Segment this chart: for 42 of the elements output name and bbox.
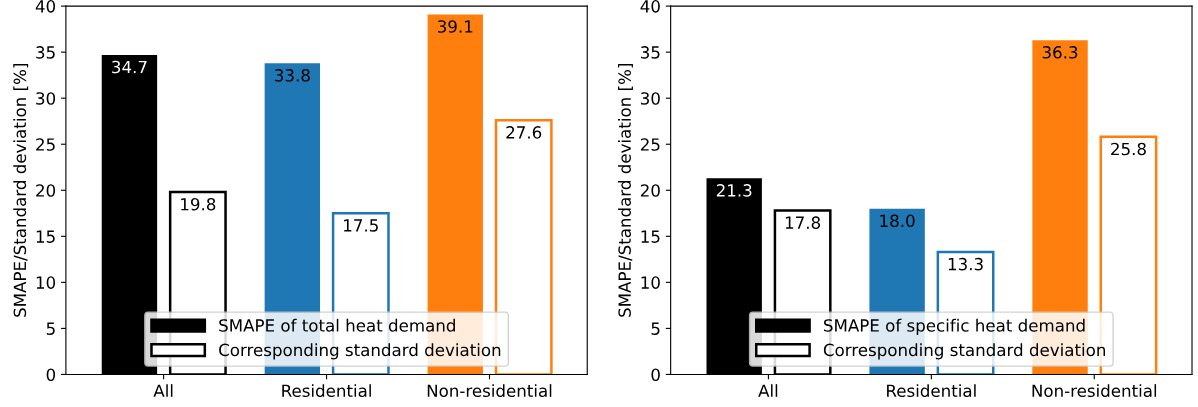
data-label: 33.8 xyxy=(275,69,310,82)
y-tick-label: 35 xyxy=(36,46,55,59)
data-label: 39.1 xyxy=(437,20,473,33)
legend-label: Corresponding standard deviation xyxy=(823,343,1105,360)
y-tick-label: 25 xyxy=(640,138,660,151)
y-tick-label: 30 xyxy=(36,92,56,105)
data-label: 18.0 xyxy=(880,214,915,228)
x-tick-label: Residential xyxy=(887,384,976,398)
y-tick-label: 0 xyxy=(46,368,56,382)
y-tick-label: 35 xyxy=(641,46,660,59)
data-label: 17.8 xyxy=(785,216,821,229)
legend-label: SMAPE of specific heat demand xyxy=(824,318,1085,335)
y-tick-label: 5 xyxy=(46,322,55,335)
data-label: 34.7 xyxy=(112,60,147,74)
y-tick-label: 15 xyxy=(36,230,55,243)
data-label: 13.3 xyxy=(948,257,983,271)
y-tick-label: 10 xyxy=(641,276,660,289)
y-tick-label: 20 xyxy=(36,184,56,197)
x-tick-label: Non-residential xyxy=(1032,384,1157,398)
y-tick-label: 15 xyxy=(641,230,660,243)
data-label: 17.5 xyxy=(344,219,378,232)
data-label: 25.8 xyxy=(1111,142,1146,156)
y-tick-label: 5 xyxy=(651,322,660,335)
legend-label: SMAPE of total heat demand xyxy=(219,318,455,332)
legend-label: Corresponding standard deviation xyxy=(219,343,501,360)
data-label: 36.3 xyxy=(1042,46,1078,59)
y-tick-label: 10 xyxy=(36,276,56,289)
y-tick-label: 20 xyxy=(640,184,660,197)
y-tick-label: 40 xyxy=(640,0,660,13)
data-label: 19.8 xyxy=(181,197,216,211)
y-axis-title: SMAPE/Standard deviation [%] xyxy=(13,64,29,317)
y-tick-label: 0 xyxy=(651,368,660,382)
x-tick-label: All xyxy=(153,384,173,397)
x-tick-label: Residential xyxy=(282,384,371,398)
y-tick-label: 30 xyxy=(641,92,660,105)
x-tick-label: All xyxy=(758,384,778,397)
y-tick-label: 40 xyxy=(35,0,56,13)
y-tick-label: 25 xyxy=(36,138,55,151)
data-label: 27.6 xyxy=(506,126,542,139)
data-label: 21.3 xyxy=(716,184,752,197)
y-axis-title: SMAPE/Standard deviation [%] xyxy=(618,64,633,317)
x-tick-label: Non-residential xyxy=(427,384,552,398)
